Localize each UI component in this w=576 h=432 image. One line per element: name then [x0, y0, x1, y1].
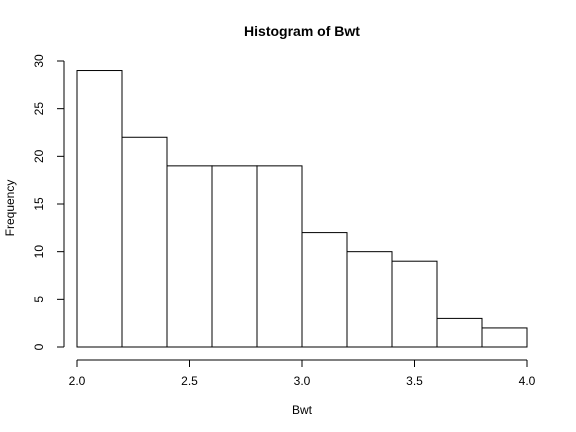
histogram-bar-7: [346, 251, 393, 348]
histogram-bar-1: [76, 70, 123, 348]
bars-group: [76, 70, 528, 348]
x-tick-label: 2.5: [181, 374, 198, 388]
y-tick-label: 30: [32, 54, 46, 68]
histogram-bar-2: [121, 136, 168, 348]
histogram-bar-5: [256, 165, 303, 348]
x-tick-label: 3.0: [294, 374, 311, 388]
histogram-bar-8: [391, 260, 438, 348]
y-axis: 0 5 10 15 20 25 30: [32, 54, 65, 350]
x-axis: 2.0 2.5 3.0 3.5 4.0: [69, 359, 536, 388]
y-tick-label: 25: [32, 102, 46, 116]
y-tick-label: 10: [32, 245, 46, 259]
histogram-bar-3: [166, 165, 213, 348]
y-tick-label: 5: [32, 296, 46, 303]
y-axis-label: Frequency: [3, 180, 17, 237]
x-tick-label: 2.0: [69, 374, 86, 388]
x-axis-label: Bwt: [292, 403, 313, 417]
histogram-bar-10: [481, 327, 528, 348]
histogram-bar-6: [301, 232, 348, 348]
y-tick-label: 0: [32, 343, 46, 350]
x-tick-label: 4.0: [519, 374, 536, 388]
y-tick-label: 15: [32, 197, 46, 211]
histogram-bar-4: [211, 165, 258, 348]
y-tick-label: 20: [32, 149, 46, 163]
chart-title: Histogram of Bwt: [244, 23, 360, 39]
histogram-bar-9: [436, 317, 483, 348]
x-tick-label: 3.5: [406, 374, 423, 388]
